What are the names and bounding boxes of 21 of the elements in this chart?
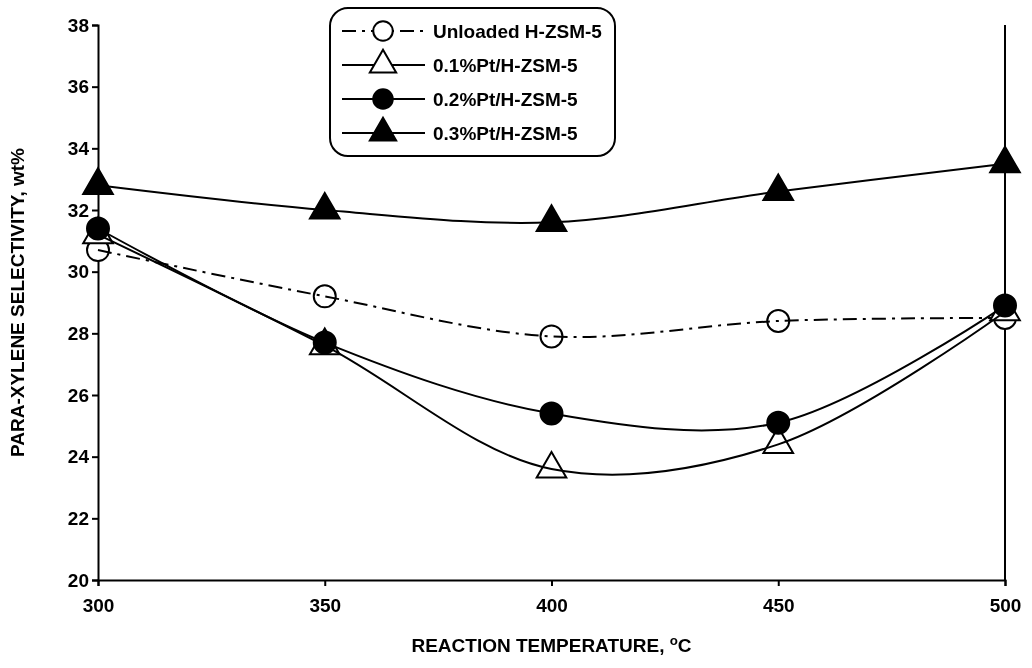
x-tick-label: 400 [536, 594, 568, 616]
y-tick-label: 20 [67, 569, 89, 591]
y-tick-label: 30 [67, 261, 89, 283]
y-tick-label: 34 [67, 137, 90, 159]
legend-label: 0.3%Pt/H-ZSM-5 [433, 123, 579, 144]
legend-label: 0.2%Pt/H-ZSM-5 [433, 89, 579, 110]
y-tick-label: 38 [67, 14, 89, 36]
y-tick-label: 28 [67, 322, 89, 344]
y-axis-title: PARA-XYLENE SELECTIVITY, wt% [7, 147, 28, 457]
x-axis-title: REACTION TEMPERATURE, $^{o}$C [411, 632, 692, 656]
x-tick-label: 300 [82, 594, 115, 616]
legend-label: 0.1%Pt/H-ZSM-5 [433, 55, 579, 76]
x-tick-label: 500 [989, 594, 1022, 616]
y-tick-label: 24 [67, 446, 90, 468]
legend-label: Unloaded H-ZSM-5 [433, 21, 603, 42]
x-tick-label: 350 [309, 594, 342, 616]
x-tick-label: 450 [762, 594, 795, 616]
y-tick-label: 26 [67, 384, 89, 406]
y-tick-label: 22 [67, 507, 89, 529]
y-tick-label: 32 [67, 199, 89, 221]
y-tick-label: 36 [67, 76, 89, 98]
